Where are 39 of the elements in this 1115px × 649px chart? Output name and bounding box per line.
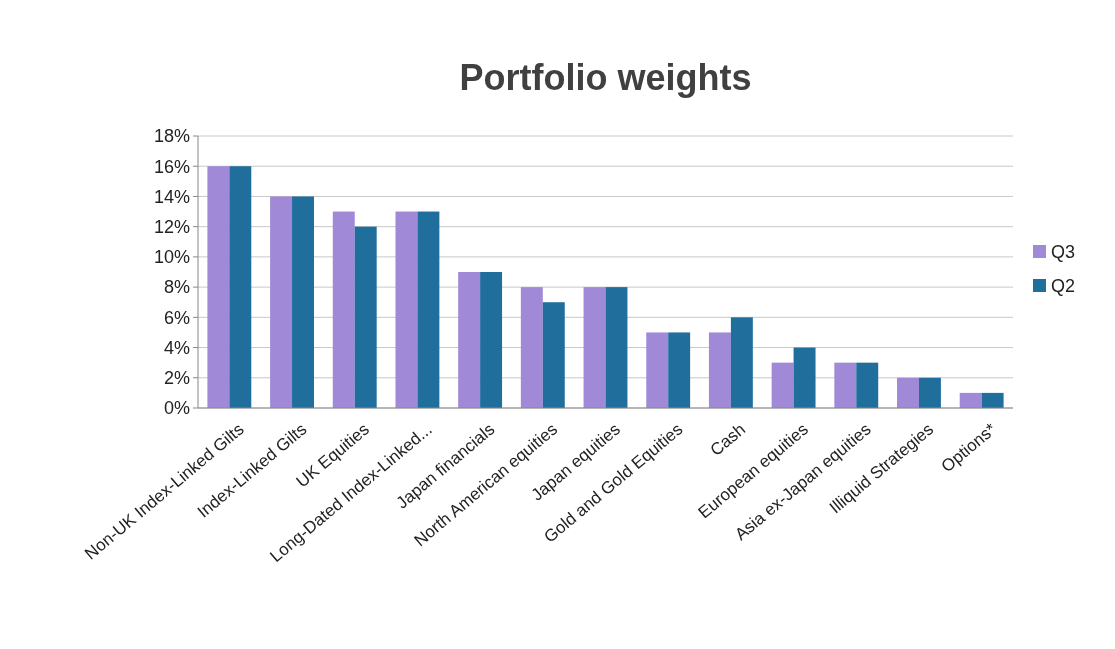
chart-title: Portfolio weights (459, 57, 752, 98)
legend-label: Q3 (1051, 242, 1076, 263)
bar (605, 287, 628, 408)
y-tick-label: 14% (153, 186, 190, 207)
bar (270, 196, 293, 408)
bar (918, 377, 941, 408)
bar (793, 347, 816, 408)
bar (354, 226, 377, 408)
bar (229, 166, 252, 408)
bar (897, 377, 919, 408)
y-tick-label: 2% (163, 368, 190, 389)
y-tick-label: 0% (163, 398, 190, 419)
y-tick-label: 10% (153, 247, 190, 268)
bar (458, 272, 481, 408)
y-tick-label: 4% (163, 337, 190, 358)
bar (668, 332, 691, 408)
bar (981, 392, 1004, 408)
bar (542, 302, 565, 408)
bar (834, 362, 857, 408)
bar (583, 287, 606, 408)
y-tick-label: 6% (163, 307, 190, 328)
legend-label: Q2 (1051, 276, 1076, 297)
bar (856, 362, 879, 408)
bar (292, 196, 314, 408)
bar (332, 211, 355, 408)
bar (708, 332, 731, 408)
y-tick-label: 12% (153, 216, 190, 237)
y-tick-label: 16% (153, 156, 190, 177)
bar (207, 166, 230, 408)
bar (480, 272, 503, 408)
bar (771, 362, 794, 408)
y-tick-label: 18% (153, 126, 190, 147)
bar (395, 211, 418, 408)
bar (520, 287, 543, 408)
bar (646, 332, 669, 408)
bar (417, 211, 440, 408)
bar (959, 392, 982, 408)
bar (730, 317, 753, 408)
y-tick-label: 8% (163, 277, 190, 298)
